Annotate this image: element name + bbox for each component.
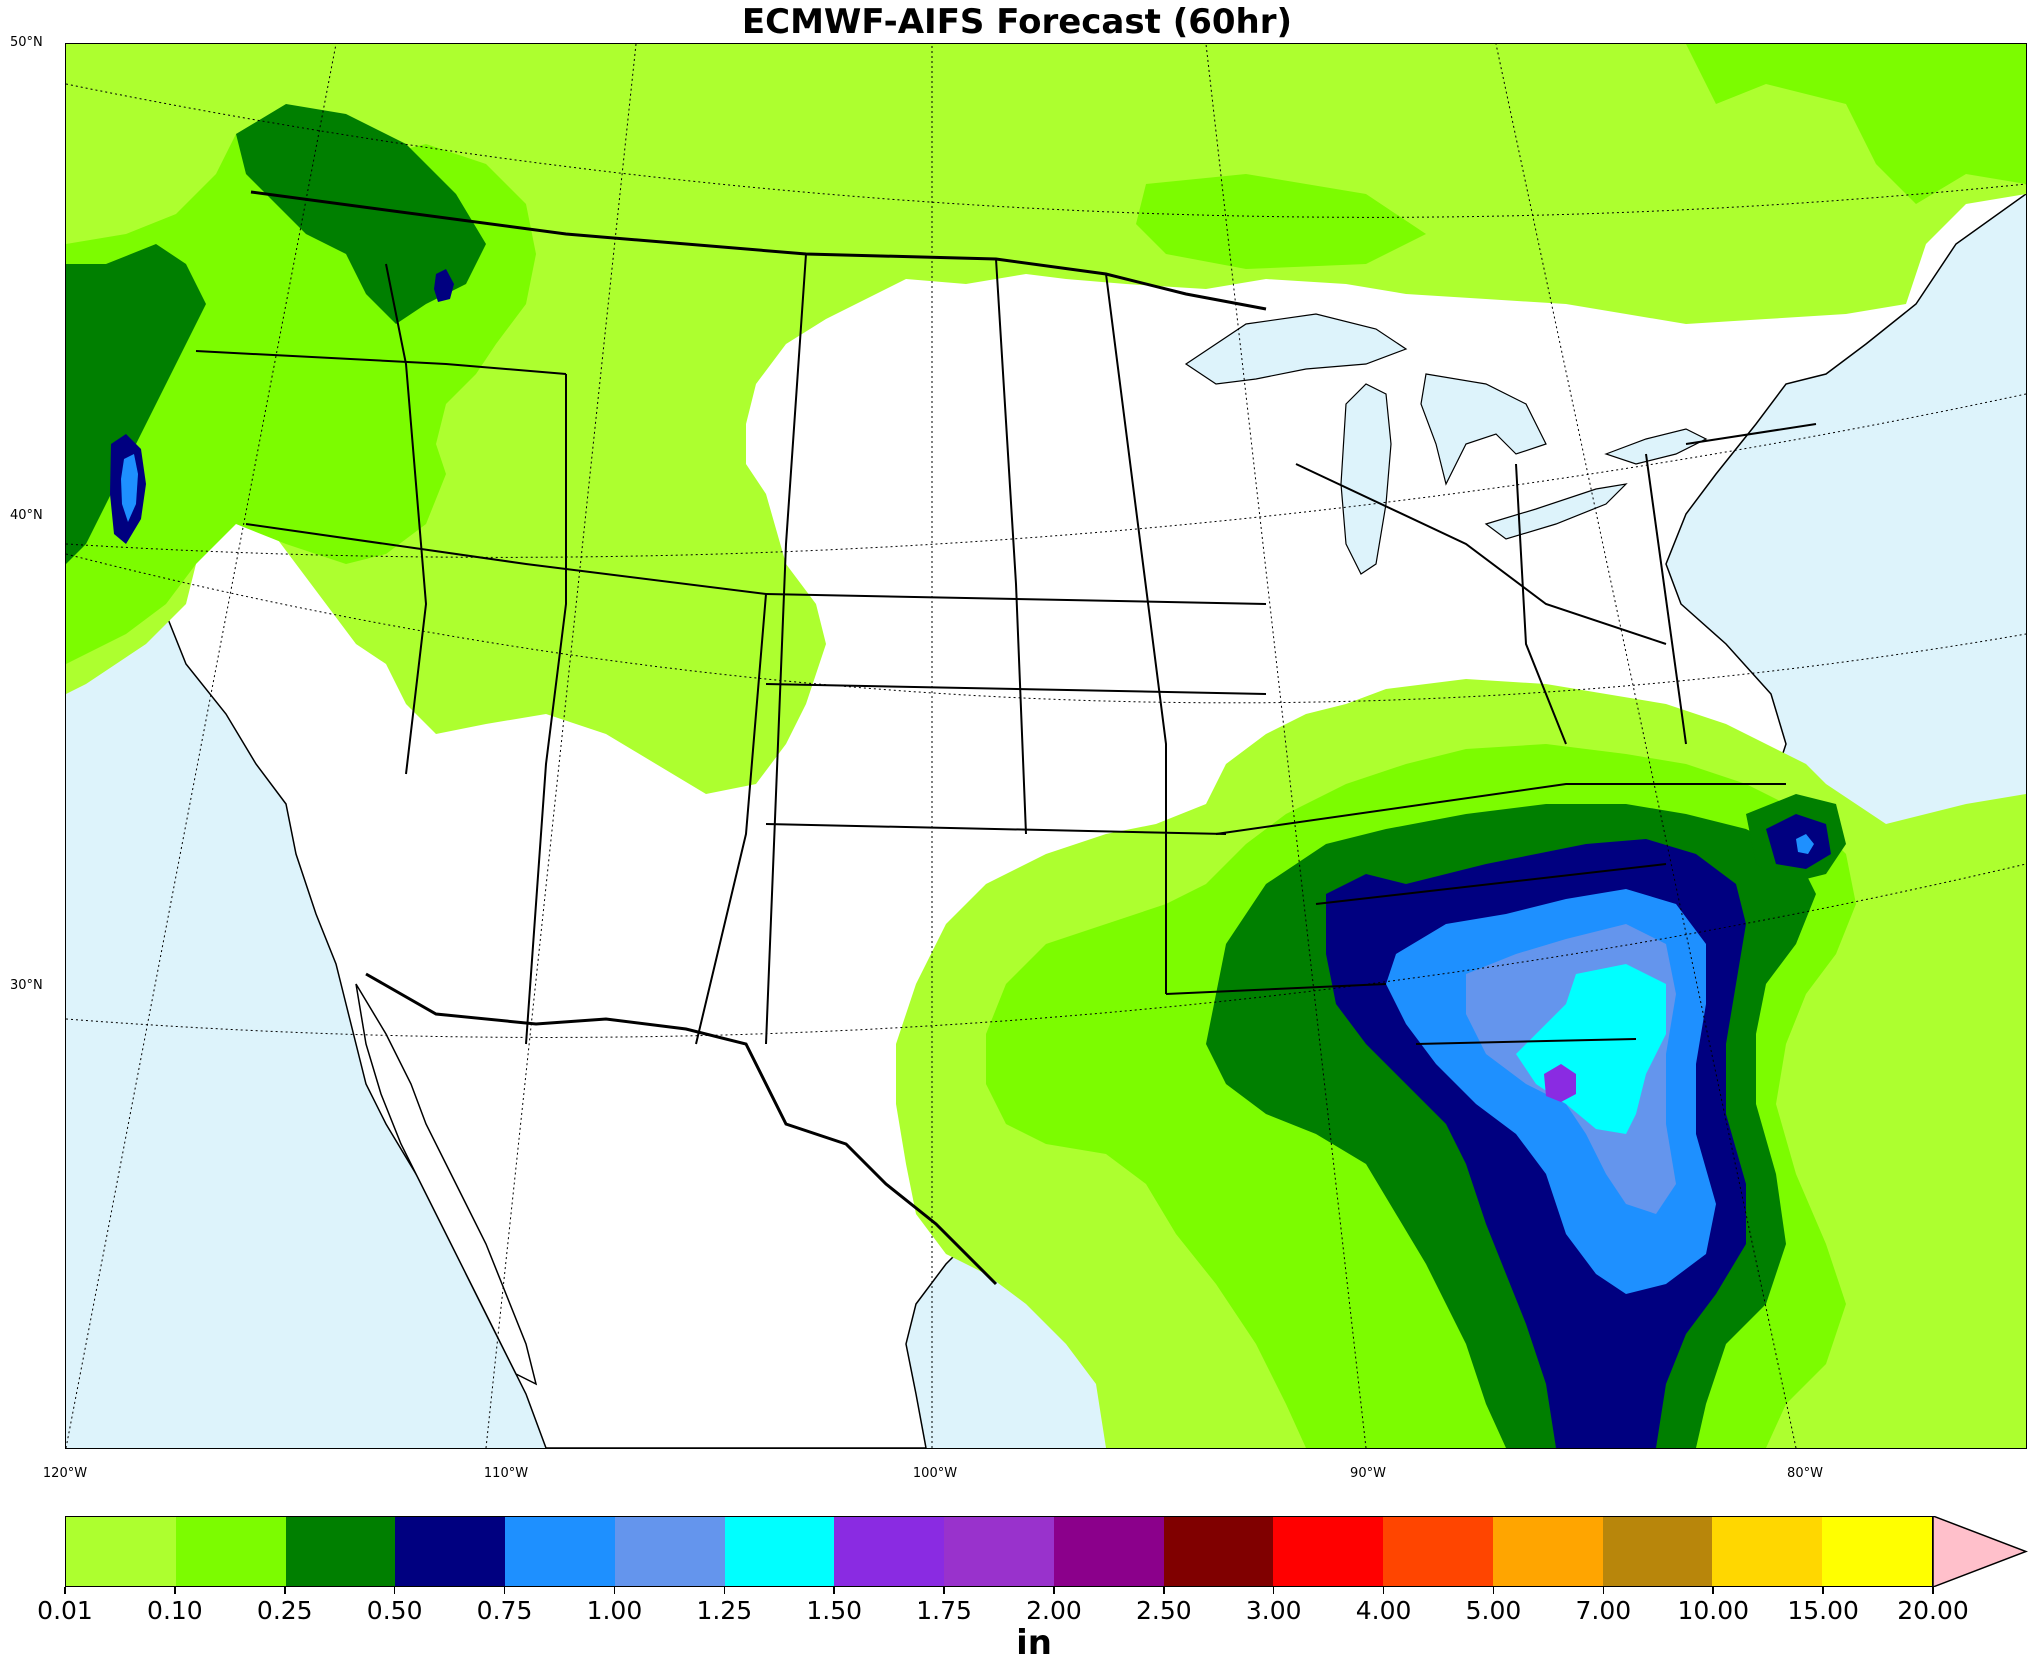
lon-label-80w: 80°W [1787, 1466, 1823, 1481]
lat-30-line [66, 863, 2026, 1038]
precip-se-150 [1544, 1064, 1576, 1102]
colorbar-segment [1712, 1517, 1823, 1586]
colorbar-tick-mark [1932, 1587, 1934, 1594]
precip-nw-025-b [236, 104, 486, 324]
colorbar-tick-mark [1602, 1587, 1605, 1594]
colorbar-tick-mark [64, 1587, 66, 1594]
colorbar-tick-mark [1382, 1587, 1385, 1594]
precip-carolina-075 [1796, 834, 1814, 854]
colorbar-segment [1163, 1517, 1274, 1586]
colorbar-tick-mark [723, 1587, 726, 1594]
colorbar-tick-label: 2.50 [1135, 1596, 1192, 1625]
lat-40-line [66, 393, 2026, 558]
colorbar-segment [724, 1517, 835, 1586]
colorbar-tick-label: 0.50 [366, 1596, 423, 1625]
colorbar-tick-mark [1492, 1587, 1495, 1594]
lake-erie [1484, 483, 1628, 540]
graticule [66, 44, 2026, 1448]
colorbar-tick-label: 15.00 [1787, 1596, 1859, 1625]
colorbar-segment [285, 1517, 396, 1586]
colorbar-tick-mark [833, 1587, 835, 1594]
colorbar-segment [395, 1517, 506, 1586]
precip-nw-010-b [1136, 174, 1426, 269]
colorbar-tick-mark [1053, 1587, 1055, 1594]
colorbar-tick-label: 0.01 [37, 1596, 93, 1625]
lake-ontario [1604, 428, 1708, 465]
lon-label-110w: 110°W [483, 1466, 529, 1481]
colorbar-tick-mark [393, 1587, 396, 1594]
precipitation-map[interactable] [65, 43, 2027, 1449]
colorbar-segment [1273, 1517, 1384, 1586]
colorbar-segment [1053, 1517, 1164, 1586]
colorbar-tick-label: 1.50 [806, 1596, 863, 1625]
colorbar-tick-label: 4.00 [1355, 1596, 1412, 1625]
lon-label-90w: 90°W [1350, 1466, 1386, 1481]
colorbar-tick-mark [1272, 1587, 1275, 1594]
colorbar-tick-label: 7.00 [1575, 1596, 1632, 1625]
lake-michigan [1340, 383, 1392, 575]
colorbar-segment [175, 1517, 286, 1586]
lat-label-40n: 40°N [10, 508, 43, 523]
colorbar-segment [834, 1517, 945, 1586]
precip-nw-050-b [434, 269, 454, 302]
baja-peninsula [355, 983, 538, 1386]
colorbar-tick-label: 10.00 [1677, 1596, 1750, 1625]
colorbar-tick-label: 3.00 [1245, 1596, 1302, 1625]
precip-nw-025 [66, 244, 206, 564]
precip-nw-075 [121, 454, 138, 522]
lat-label-30n: 30°N [10, 978, 43, 993]
colorbar-tick-mark [943, 1587, 945, 1594]
chart-title: ECMWF-AIFS Forecast (60hr) [741, 2, 1293, 42]
colorbar-segment [66, 1517, 176, 1586]
lake-superior [1184, 313, 1408, 385]
colorbar-tick-label: 1.00 [586, 1596, 643, 1625]
precip-ne-010 [1686, 44, 2026, 204]
colorbar-tick-mark [174, 1587, 176, 1594]
state-boundaries [195, 190, 1817, 1286]
lat-label-50n: 50°N [10, 35, 43, 50]
colorbar-extend-arrow [1933, 1516, 2028, 1587]
colorbar-segment [614, 1517, 725, 1586]
colorbar-tick-label: 1.75 [916, 1596, 972, 1625]
colorbar-unit-label: in [1016, 1623, 1052, 1663]
colorbar-segment [1602, 1517, 1713, 1586]
lon-90-line [1205, 44, 1367, 1448]
us-mexico-border [365, 972, 998, 1286]
colorbar-tick-label: 0.10 [147, 1596, 203, 1625]
colorbar-tick-mark [613, 1587, 616, 1594]
colorbar-segment [1492, 1517, 1603, 1586]
colorbar-tick-mark [284, 1587, 286, 1594]
colorbar-tick-label: 1.25 [696, 1596, 753, 1625]
lake-huron [1420, 373, 1547, 486]
lon-110-line [485, 44, 637, 1448]
lon-label-120w: 120°W [42, 1466, 88, 1481]
colorbar-tick-label: 5.00 [1465, 1596, 1522, 1625]
colorbar-extend-triangle [1933, 1516, 2028, 1587]
colorbar [65, 1516, 1933, 1587]
colorbar-segment [1383, 1517, 1493, 1586]
colorbar-segment [1822, 1517, 1933, 1586]
lon-80-line [1495, 44, 1797, 1448]
colorbar-tick-label: 0.75 [476, 1596, 533, 1625]
colorbar-segment [944, 1517, 1054, 1586]
colorbar-tick-label: 20.00 [1897, 1596, 1969, 1625]
colorbar-segment [505, 1517, 615, 1586]
great-lakes [1184, 313, 1708, 575]
map-svg [66, 44, 2026, 1448]
colorbar-tick-mark [1163, 1587, 1165, 1594]
colorbar-tick-label: 2.00 [1026, 1596, 1082, 1625]
colorbar-tick-label: 0.25 [256, 1596, 313, 1625]
colorbar-tick-mark [503, 1587, 506, 1594]
colorbar-tick-mark [1822, 1587, 1824, 1594]
lon-label-100w: 100°W [912, 1466, 958, 1481]
colorbar-tick-mark [1712, 1587, 1714, 1594]
precipitation-layer [66, 44, 2026, 1448]
